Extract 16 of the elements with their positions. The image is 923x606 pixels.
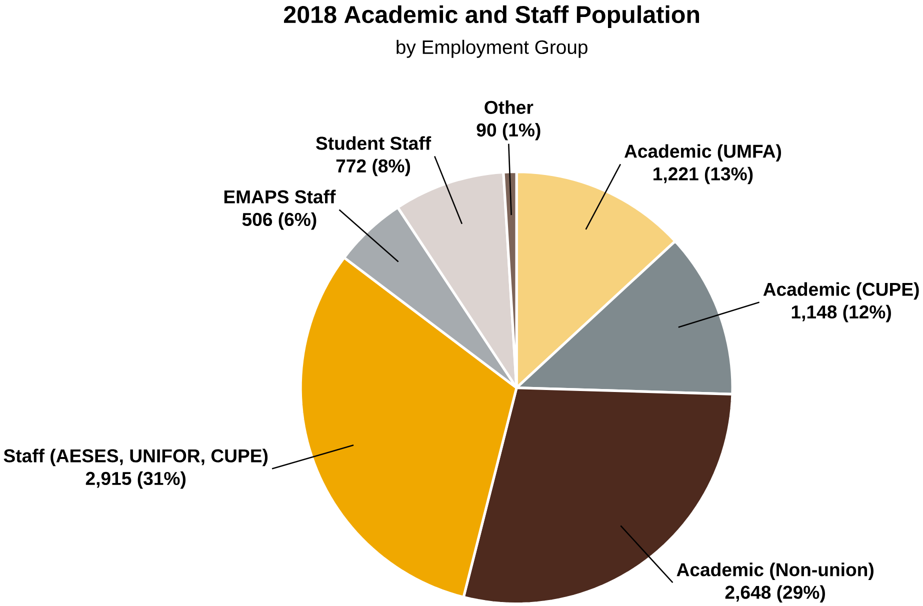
chart-title: 2018 Academic and Staff Population [284, 5, 700, 28]
slice-label: Student Staff [316, 136, 432, 150]
slice-label: Staff (AESES, UNIFOR, CUPE) [4, 448, 268, 466]
slice-label: Academic (Non-union) [676, 562, 874, 580]
chart-subtitle: by Employment Group [396, 40, 588, 58]
slice-label: EMAPS Staff [224, 190, 336, 204]
data-label: 506 (6%) [242, 212, 316, 230]
data-label: 772 (8%) [336, 158, 410, 176]
data-label: 1,221 (13%) [654, 166, 753, 184]
slice-label: Academic (UMFA) [624, 144, 782, 162]
data-label: 2,648 (29%) [725, 585, 825, 603]
data-label: 1,148 (12%) [792, 304, 891, 322]
data-label: 90 (1%) [476, 123, 540, 140]
data-label: 2,915 (31%) [86, 472, 186, 489]
slice-label: Other [484, 100, 534, 114]
slice-label: Academic (CUPE) [763, 282, 919, 300]
